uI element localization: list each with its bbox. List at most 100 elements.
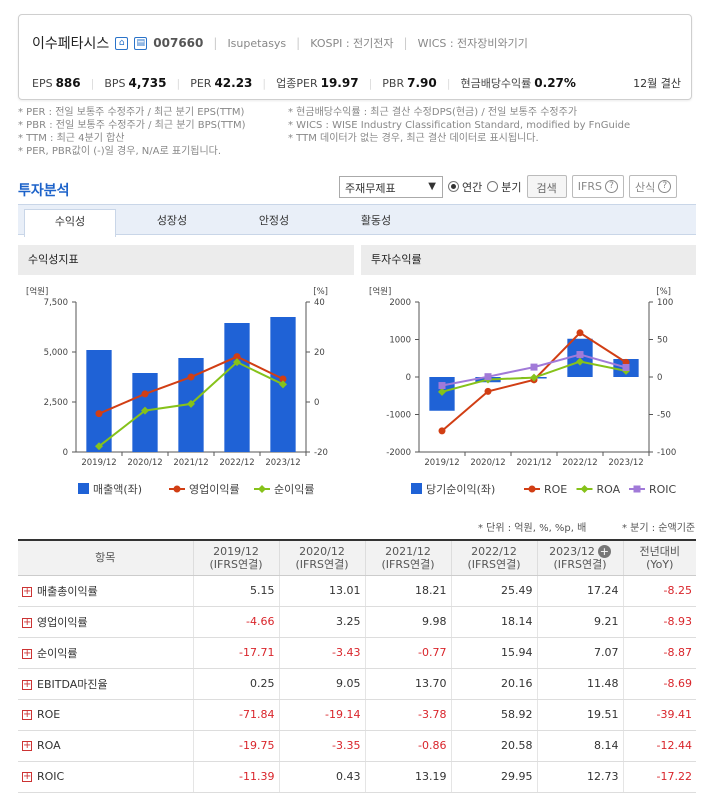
y2-tick-label: -20 — [314, 448, 328, 458]
table-cell: -3.43 — [278, 637, 365, 669]
metric-3: 업종PER 19.97 — [276, 75, 358, 91]
y-tick-label: -1000 — [386, 411, 411, 421]
formula-button[interactable]: 산식 ? — [628, 175, 678, 198]
legend-marker — [173, 485, 181, 493]
tab-activity[interactable]: 활동성 — [360, 214, 392, 227]
radio-quarter[interactable]: 분기 — [487, 179, 522, 195]
legend-label: ROE — [544, 483, 567, 496]
unit-note: * 단위 : 억원, %, %p, 배 — [478, 523, 587, 534]
tab-stability[interactable]: 안정성 — [258, 214, 290, 227]
table-row: + ROA -19.75 -3.35 -0.86 20.58 8.14 -12.44 — [18, 730, 696, 762]
series-point — [141, 390, 149, 398]
expand-row-icon[interactable]: + — [22, 740, 32, 751]
radio-annual-dot[interactable] — [448, 181, 459, 192]
row-label[interactable]: + ROA — [18, 730, 193, 762]
expand-row-icon[interactable]: + — [22, 709, 32, 720]
legend-marker — [580, 485, 589, 493]
radio-quarter-dot[interactable] — [487, 181, 499, 192]
returns-chart: [억원] [%] 2000 1000 0 -1000 -2000 100 50 0 -50 -100 2… — [369, 286, 677, 496]
table-cell: 15.94 — [450, 637, 537, 669]
x-tick-label: 2023/12 — [608, 458, 643, 468]
row-label[interactable]: + EBITDA마진율 — [18, 668, 193, 700]
y2-tick-label: -50 — [657, 411, 671, 421]
y2-tick-label: 0 — [314, 398, 319, 408]
series-point — [95, 410, 103, 418]
series-point — [95, 442, 103, 451]
tab-growth[interactable]: 성장성 — [156, 214, 188, 227]
legend-swatch — [411, 483, 422, 494]
x-tick-label: 2022/12 — [219, 458, 254, 468]
table-cell: -19.75 — [192, 730, 279, 762]
metric-label: BPS — [104, 77, 126, 90]
table-row: + ROIC -11.39 0.43 13.19 29.95 12.73 -17.22 — [18, 761, 696, 793]
col-header: 전년대비 (YoY) — [622, 539, 696, 576]
series-point — [233, 358, 241, 367]
chevron-down-icon: ▼ — [428, 180, 436, 192]
series-point — [484, 373, 492, 381]
y-tick-label: 7,500 — [44, 298, 68, 308]
row-label[interactable]: + 영업이익률 — [18, 606, 193, 638]
note-line: * TTM : 최근 4분기 합산 — [18, 133, 125, 144]
section-title: 투자분석 — [18, 183, 70, 199]
expand-row-icon[interactable]: + — [22, 647, 32, 659]
table-cell: 9.05 — [278, 668, 365, 700]
unit-note-quarter: * 분기 : 순액기준 — [622, 523, 696, 534]
metric-label: PBR — [382, 77, 405, 90]
legend-label: 당기순이익(좌) — [426, 483, 495, 496]
expand-row-icon[interactable]: + — [22, 585, 32, 597]
table-cell: -8.93 — [622, 606, 696, 638]
table-cell: 20.58 — [450, 730, 537, 762]
metric-label: 현금배당수익률 — [460, 77, 532, 90]
table-cell: 7.07 — [536, 637, 623, 669]
formula-label: 산식 — [634, 180, 656, 194]
x-tick-label: 2021/12 — [173, 458, 208, 468]
ifrs-button[interactable]: IFRS ? — [571, 175, 624, 198]
metric-value: 4,735 — [128, 76, 167, 90]
row-label[interactable]: + ROIC — [18, 761, 193, 793]
table-cell: 19.51 — [536, 699, 623, 731]
company-summary: 이수페타시스 ⌂ ▤ 007660 | Isupetasys | KOSPI :… — [18, 14, 692, 100]
y2-tick-label: 100 — [657, 298, 673, 308]
table-cell: -17.71 — [192, 637, 279, 669]
search-button[interactable]: 검색 — [526, 175, 567, 198]
expand-columns-icon[interactable]: + — [597, 544, 611, 558]
legend-label: 매출액(좌) — [93, 483, 142, 496]
expand-row-icon[interactable]: + — [22, 771, 32, 782]
x-tick-label: 2023/12 — [265, 458, 300, 468]
home-icon[interactable]: ⌂ — [115, 36, 129, 50]
expand-row-icon[interactable]: + — [22, 678, 32, 690]
tab-profitability[interactable]: 수익성 — [24, 209, 116, 237]
building-icon[interactable]: ▤ — [134, 36, 148, 50]
statement-select[interactable]: 주재무제표 ▼ — [339, 175, 443, 198]
x-tick-label: 2021/12 — [516, 458, 551, 468]
metric-value: 19.97 — [320, 76, 359, 90]
table-cell: -17.22 — [622, 761, 696, 793]
table-cell: 0.43 — [278, 761, 365, 793]
metric-value: 7.90 — [407, 76, 437, 90]
market-label: KOSPI : 전기전자 — [310, 37, 394, 50]
table-cell: 18.14 — [450, 606, 537, 638]
metric-1: BPS 4,735 — [104, 76, 166, 90]
metric-5: 현금배당수익률 0.27% — [460, 75, 575, 91]
row-label[interactable]: + ROE — [18, 699, 193, 731]
english-name: Isupetasys — [227, 36, 287, 50]
legend-marker — [258, 485, 266, 493]
radio-annual[interactable]: 연간 — [448, 179, 482, 195]
table-row: + ROE -71.84 -19.14 -3.78 58.92 19.51 -39.41 — [18, 699, 696, 731]
series-point — [576, 329, 584, 337]
col-header: 2019/12 (IFRS연결) — [192, 539, 279, 576]
table-cell: -71.84 — [192, 699, 279, 731]
metric-value: 886 — [55, 76, 81, 90]
x-tick-label: 2020/12 — [470, 458, 505, 468]
settlement-label: 12월 결산 — [633, 77, 681, 90]
metric-0: EPS 886 — [32, 76, 81, 90]
row-label[interactable]: + 순이익률 — [18, 637, 193, 669]
left-axis-unit: [억원] — [369, 286, 391, 297]
expand-row-icon[interactable]: + — [22, 616, 32, 628]
table-cell: -3.78 — [364, 699, 451, 731]
table-cell: 12.73 — [536, 761, 623, 793]
row-label[interactable]: + 매출총이익률 — [18, 575, 193, 607]
table-cell: -0.77 — [364, 637, 451, 669]
series-point — [438, 382, 446, 390]
table-cell: 13.19 — [364, 761, 451, 793]
